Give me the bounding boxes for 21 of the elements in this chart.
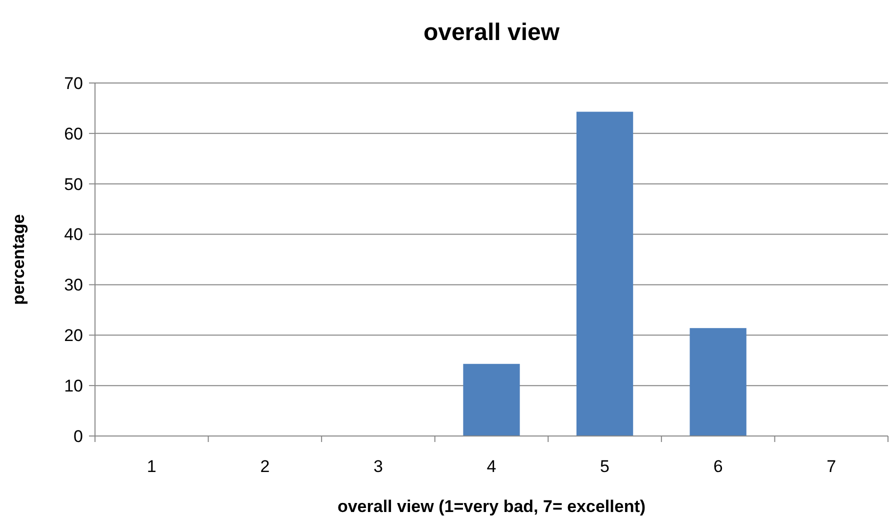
- y-tick-label: 20: [64, 326, 83, 346]
- bar: [690, 328, 746, 436]
- y-tick-label: 70: [64, 74, 83, 93]
- x-tick-label: 2: [260, 457, 270, 476]
- y-tick-label: 0: [74, 426, 83, 446]
- y-tick-label: 60: [64, 124, 83, 144]
- y-tick-label: 50: [64, 174, 83, 194]
- x-tick-label: 6: [713, 457, 723, 476]
- x-axis-title: overall view (1=very bad, 7= excellent): [337, 497, 646, 516]
- chart-title: overall view: [423, 19, 560, 46]
- x-tick-label: 7: [826, 457, 836, 476]
- x-tick-label: 4: [486, 457, 496, 476]
- x-tick-label: 3: [373, 457, 383, 476]
- y-axis-title: percentage: [9, 214, 28, 305]
- bar: [463, 364, 520, 436]
- x-tick-label: 5: [600, 457, 610, 476]
- y-tick-label: 10: [64, 376, 83, 396]
- y-tick-label: 30: [64, 276, 83, 295]
- x-tick-label: 1: [146, 457, 156, 476]
- bar: [576, 112, 634, 436]
- y-tick-label: 40: [64, 225, 83, 244]
